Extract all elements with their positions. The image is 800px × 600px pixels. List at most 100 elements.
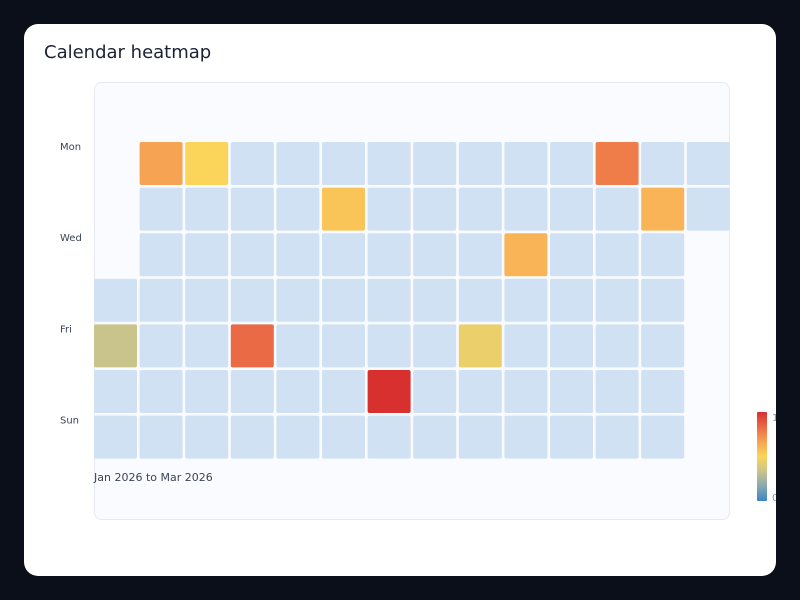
heatmap-cell[interactable]: 0 (550, 370, 593, 413)
heatmap-cell[interactable]: 12 (139, 142, 183, 185)
heatmap-cell[interactable]: 0 (94, 278, 137, 322)
heatmap-cell[interactable]: 0 (367, 324, 411, 368)
heatmap-cell[interactable]: 0 (458, 233, 502, 277)
heatmap-cell[interactable]: 0 (595, 187, 639, 231)
heatmap-cell[interactable]: 0 (322, 370, 365, 413)
heatmap-cell[interactable]: 0 (322, 142, 365, 185)
heatmap-cell[interactable]: 0 (276, 142, 320, 185)
heatmap-cell[interactable]: 0 (276, 278, 320, 322)
color-scale-bar (757, 412, 767, 501)
day-label-wed: Wed (60, 233, 82, 244)
heatmap-cell[interactable]: 0 (185, 278, 229, 322)
heatmap-cell[interactable]: 0 (322, 233, 365, 277)
heatmap-cell[interactable]: 0 (641, 233, 685, 277)
heatmap-cell[interactable]: 0 (686, 142, 730, 185)
heatmap-cell[interactable]: 0 (413, 278, 457, 322)
heatmap-cell[interactable]: 0 (641, 278, 685, 322)
heatmap-cell[interactable]: 15 (230, 324, 274, 368)
heatmap-cell[interactable]: 0 (504, 142, 548, 185)
heatmap-cell[interactable]: 0 (595, 278, 639, 322)
heatmap-cell[interactable]: 0 (276, 233, 320, 277)
heatmap-cell[interactable]: 0 (185, 324, 229, 368)
heatmap-cell[interactable]: 9 (185, 142, 229, 185)
heatmap-cell[interactable]: 0 (504, 278, 548, 322)
heatmap-cell[interactable]: 0 (322, 324, 365, 368)
heatmap-cell[interactable]: 0 (413, 415, 457, 459)
heatmap-cell[interactable]: 0 (458, 278, 502, 322)
heatmap-cell[interactable]: 18 (367, 370, 411, 413)
heatmap-cell[interactable]: 0 (504, 370, 548, 413)
heatmap-cell[interactable]: 0 (139, 370, 183, 413)
heatmap-cell[interactable]: 0 (139, 278, 183, 322)
heatmap-cell[interactable]: 0 (139, 415, 183, 459)
heatmap-cell[interactable]: 6 (94, 324, 137, 368)
heatmap-cell[interactable]: 0 (230, 233, 274, 277)
heatmap-cell[interactable]: 0 (367, 187, 411, 231)
color-scale-min-label: 0 (772, 493, 776, 504)
heatmap-cell[interactable]: 0 (458, 187, 502, 231)
heatmap-cell[interactable]: 0 (230, 415, 274, 459)
heatmap-cell[interactable]: 0 (550, 142, 593, 185)
day-labels: Mon Wed Fri Sun (60, 142, 82, 427)
heatmap-cell[interactable]: 0 (550, 233, 593, 277)
heatmap-cell[interactable]: 0 (550, 415, 593, 459)
heatmap-cell[interactable]: 0 (413, 233, 457, 277)
heatmap-cell[interactable]: 0 (641, 370, 685, 413)
heatmap-cell[interactable]: 0 (367, 415, 411, 459)
heatmap-cell[interactable]: 0 (276, 415, 320, 459)
heatmap-cell[interactable]: 0 (139, 233, 183, 277)
heatmap-cell[interactable]: 0 (139, 187, 183, 231)
heatmap-cell[interactable]: 0 (185, 370, 229, 413)
heatmap-cell[interactable]: 0 (94, 370, 137, 413)
heatmap-cell[interactable]: 0 (413, 142, 457, 185)
heatmap-cell[interactable]: 0 (230, 142, 274, 185)
heatmap-cell[interactable]: 0 (413, 370, 457, 413)
heatmap-cell[interactable]: 0 (595, 324, 639, 368)
color-scale-max-label: 18 (772, 413, 776, 424)
heatmap-cell[interactable]: 0 (458, 142, 502, 185)
heatmap-cell[interactable]: 0 (413, 187, 457, 231)
heatmap-cell[interactable]: 0 (504, 187, 548, 231)
heatmap-cell[interactable]: 0 (139, 324, 183, 368)
heatmap-cell[interactable]: 0 (185, 233, 229, 277)
heatmap-cell[interactable]: 0 (550, 324, 593, 368)
heatmap-cell[interactable]: 0 (367, 142, 411, 185)
heatmap-cell[interactable]: 14 (595, 142, 639, 185)
day-label-fri: Fri (60, 324, 72, 335)
heatmap-cell[interactable]: 0 (230, 370, 274, 413)
heatmap-cell[interactable]: 0 (276, 324, 320, 368)
heatmap-cell[interactable]: 0 (504, 324, 548, 368)
heatmap-cell[interactable]: 0 (185, 187, 229, 231)
heatmap-cell[interactable]: 0 (458, 370, 502, 413)
heatmap-cell[interactable]: 0 (641, 142, 685, 185)
heatmap-cell[interactable]: 0 (595, 415, 639, 459)
heatmap-cell[interactable]: 0 (322, 415, 365, 459)
heatmap-cell[interactable]: 0 (185, 415, 229, 459)
heatmap-cell[interactable]: 0 (550, 187, 593, 231)
heatmap-cell[interactable]: 0 (641, 324, 685, 368)
heatmap-cell[interactable]: 11 (504, 233, 548, 277)
heatmap-cell[interactable]: 0 (686, 187, 730, 231)
heatmap-cell[interactable]: 10 (322, 187, 365, 231)
heatmap-cell[interactable]: 0 (458, 415, 502, 459)
heatmap-cell[interactable]: 0 (504, 415, 548, 459)
heatmap-cell[interactable]: 0 (595, 233, 639, 277)
heatmap-cell[interactable]: 0 (94, 415, 137, 459)
heatmap-cell[interactable]: 0 (230, 187, 274, 231)
color-scale: 18 0 (757, 412, 776, 504)
heatmap-cell[interactable]: 11 (641, 187, 685, 231)
heatmap-cell[interactable]: 0 (276, 370, 320, 413)
heatmap-cell[interactable]: 0 (413, 324, 457, 368)
heatmap-cell[interactable]: 0 (367, 233, 411, 277)
heatmap-cell[interactable]: 0 (230, 278, 274, 322)
heatmap-cells: 0600120000009000000000015000000000010000… (94, 142, 730, 459)
heatmap-cell[interactable]: 0 (595, 370, 639, 413)
heatmap-cell[interactable]: 0 (322, 278, 365, 322)
heatmap-cell[interactable]: 0 (276, 187, 320, 231)
heatmap-cell[interactable]: 0 (367, 278, 411, 322)
heatmap-cell[interactable]: 8 (458, 324, 502, 368)
heatmap-cell[interactable]: 0 (550, 278, 593, 322)
heatmap-cell[interactable]: 0 (641, 415, 685, 459)
date-range-label: Jan 2026 to Mar 2026 (93, 471, 213, 484)
